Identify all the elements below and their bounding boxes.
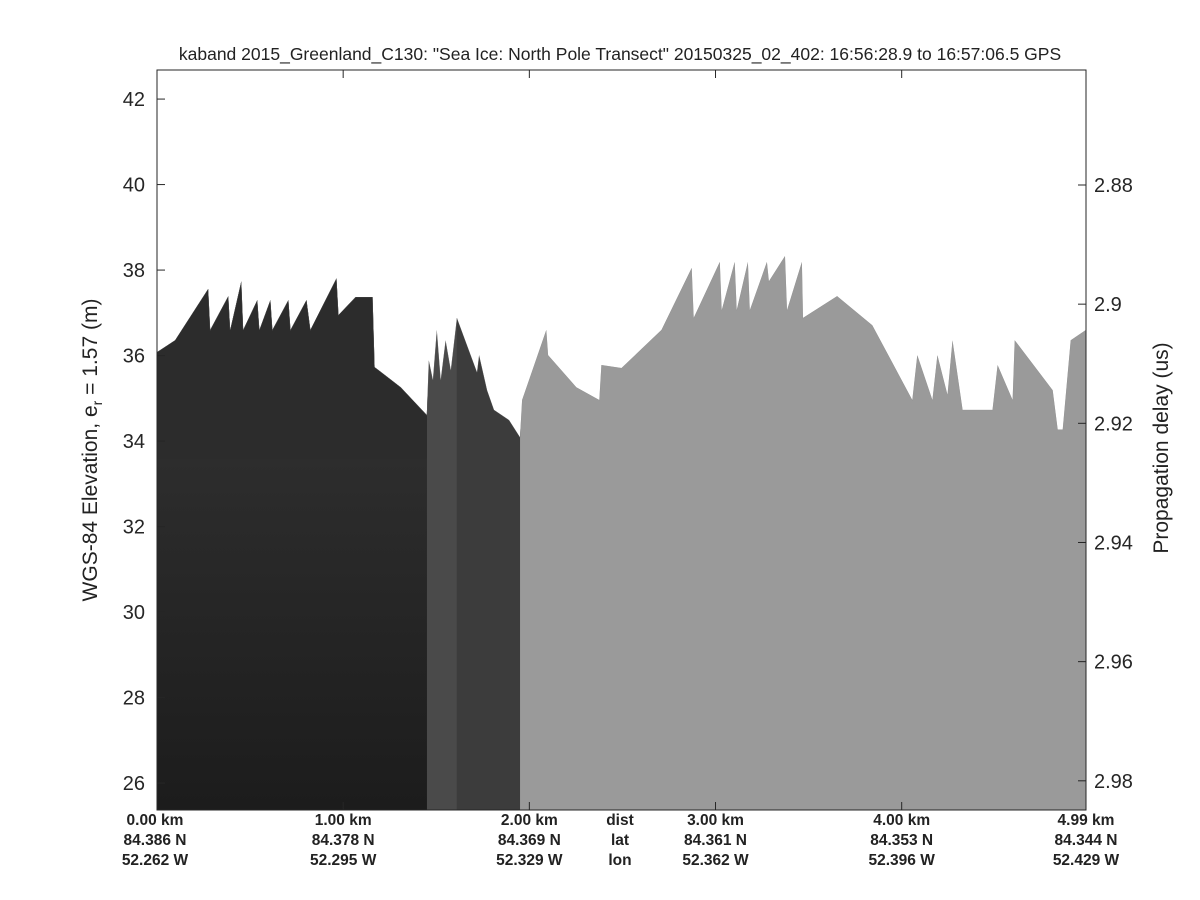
x-tick-label-dist: 4.99 km <box>1057 812 1115 829</box>
x-tick-label-lat: 84.344 N <box>1054 832 1118 849</box>
echogram-segment <box>520 256 1086 810</box>
x-tick-label-lat: 84.353 N <box>870 832 934 849</box>
x-tick-label-lat: 84.361 N <box>684 832 747 849</box>
y-tick-label-left: 30 <box>123 602 145 624</box>
echogram-segment <box>456 256 521 810</box>
y-tick-label-left: 34 <box>123 431 145 453</box>
surface-return-layer <box>157 256 427 459</box>
y-tick-label-right: 2.94 <box>1094 532 1133 554</box>
x-tick-label-lon: 52.362 W <box>682 852 749 869</box>
y-label-main: WGS-84 Elevation, e <box>78 405 102 602</box>
x-tick-label-dist: 1.00 km <box>314 812 372 829</box>
y-axis-label-right: Propagation delay (us) <box>1150 342 1173 554</box>
y-tick-label-left: 40 <box>123 175 145 197</box>
x-tick-label-lat: 84.369 N <box>497 832 561 849</box>
row-label-lat: lat <box>610 832 630 849</box>
y-tick-label-left: 32 <box>123 517 145 539</box>
y-label-sub: r <box>89 400 106 406</box>
x-tick-label-dist: 4.00 km <box>873 812 931 829</box>
chart-title: kaband 2015_Greenland_C130: "Sea Ice: No… <box>178 44 1062 64</box>
y-tick-label-left: 26 <box>123 773 145 795</box>
x-tick-label-dist: 2.00 km <box>500 812 558 829</box>
y-tick-label-left: 28 <box>123 688 145 710</box>
echogram-segment <box>426 256 458 810</box>
y-tick-label-right: 2.92 <box>1094 413 1133 435</box>
x-tick-label-lon: 52.262 W <box>121 852 189 869</box>
y-tick-label-left: 36 <box>123 346 145 368</box>
row-label-dist: dist <box>606 812 634 829</box>
x-tick-label-lon: 52.295 W <box>309 852 377 869</box>
y-tick-label-left: 42 <box>123 89 145 111</box>
x-tick-label-lon: 52.429 W <box>1052 852 1120 869</box>
x-tick-label-lat: 84.386 N <box>123 832 187 849</box>
y-label-tail: = 1.57 (m) <box>78 298 102 401</box>
x-tick-label-lon: 52.396 W <box>868 852 935 869</box>
y-tick-label-left: 38 <box>123 260 145 282</box>
row-label-lon: lon <box>608 852 632 869</box>
plot-frame <box>156 69 1087 811</box>
x-tick-label-dist: 3.00 km <box>687 812 744 829</box>
y-tick-label-right: 2.88 <box>1094 175 1133 197</box>
x-tick-label-lat: 84.378 N <box>311 832 375 849</box>
y-tick-label-right: 2.96 <box>1094 652 1133 674</box>
y-axis-label-left: WGS-84 Elevation, er = 1.57 (m) <box>79 299 105 602</box>
y-tick-label-right: 2.98 <box>1094 771 1133 793</box>
x-tick-label-lon: 52.329 W <box>496 852 563 869</box>
x-tick-label-dist: 0.00 km <box>126 812 184 829</box>
y-tick-label-right: 2.9 <box>1094 294 1122 316</box>
